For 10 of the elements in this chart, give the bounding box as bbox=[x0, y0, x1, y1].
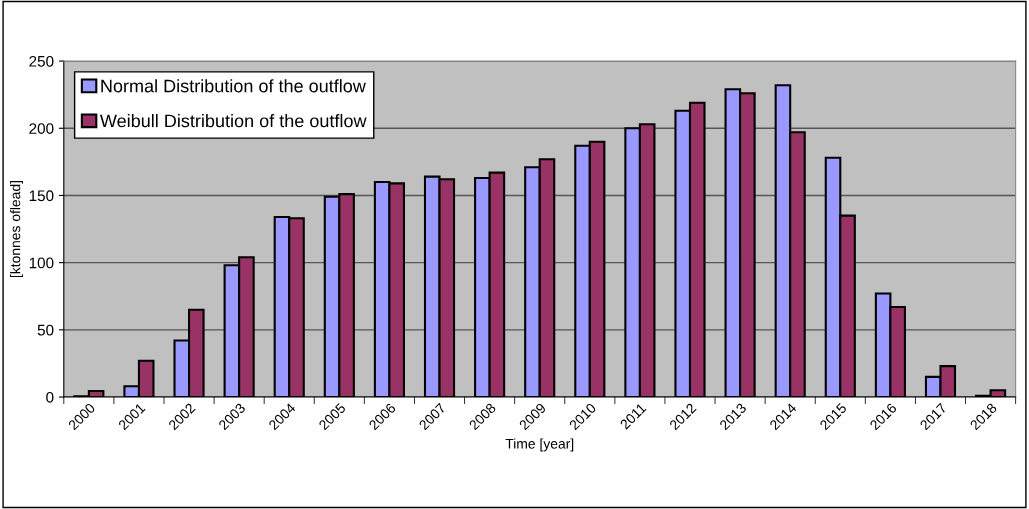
y-tick-label: 50 bbox=[37, 324, 54, 336]
y-tick-label: 0 bbox=[46, 391, 54, 403]
y-tick-label: 200 bbox=[29, 123, 54, 134]
y-tick-label: 100 bbox=[29, 257, 54, 269]
legend-label: Weibull Distribution of the outflow bbox=[99, 114, 367, 128]
legend-label: Normal Distribution of the outflow bbox=[101, 79, 366, 93]
y-tick-label: 250 bbox=[29, 55, 54, 67]
y-axis-title: [ktonnes oflead] bbox=[10, 181, 24, 278]
y-tick-label: 150 bbox=[29, 190, 54, 202]
x-axis-title: Time [year] bbox=[505, 438, 574, 452]
